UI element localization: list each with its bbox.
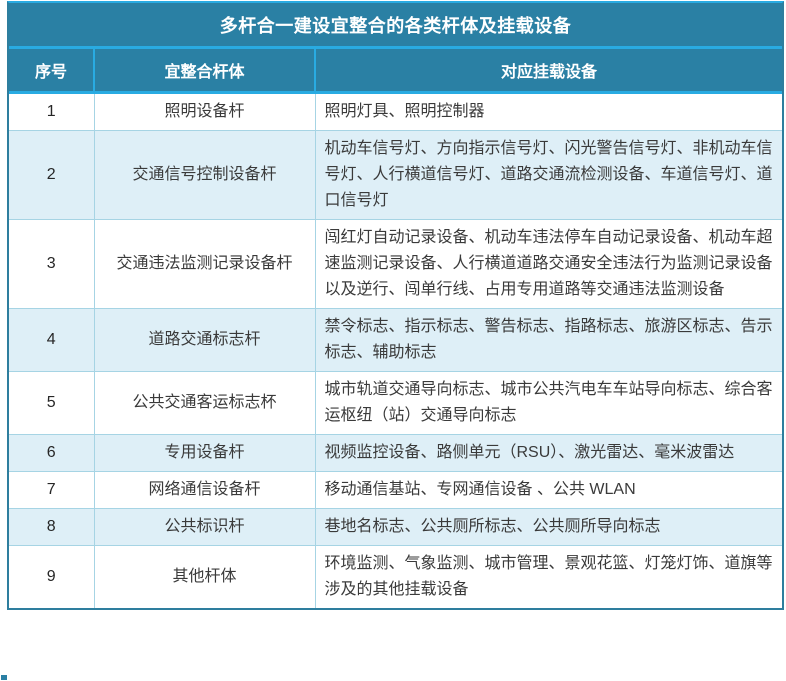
header-cell-pole: 宜整合杆体	[93, 49, 315, 94]
mounted-devices-cell: 照明灯具、照明控制器	[314, 92, 782, 131]
pole-type-cell: 公共标识杆	[93, 508, 315, 546]
mounted-devices-cell: 环境监测、气象监测、城市管理、景观花篮、灯笼灯饰、道旗等涉及的其他挂载设备	[314, 545, 782, 608]
pole-type-cell: 道路交通标志杆	[93, 308, 315, 372]
pole-equipment-table: 序号 宜整合杆体 对应挂载设备 1 照明设备杆 照明灯具、照明控制器 2 交通信号控制设…	[9, 49, 782, 608]
table-row: 8 公共标识杆 巷地名标志、公共厕所标志、公共厕所导向标志	[9, 508, 782, 546]
mounted-devices-cell: 巷地名标志、公共厕所标志、公共厕所导向标志	[314, 508, 782, 546]
table-row: 2 交通信号控制设备杆 机动车信号灯、方向指示信号灯、闪光警告信号灯、非机动车信号灯…	[9, 130, 782, 220]
integration-table: 多杆合一建设宜整合的各类杆体及挂载设备 序号 宜整合杆体 对应挂载设备 1 照明设…	[7, 1, 784, 610]
row-number-cell: 2	[9, 130, 94, 220]
table-row: 5 公共交通客运标志杯 城市轨道交通导向标志、城市公共汽电车车站导向标志、综合客运枢…	[9, 371, 782, 435]
mounted-devices-cell: 移动通信基站、专网通信设备 、公共 WLAN	[314, 471, 782, 509]
pole-type-cell: 公共交通客运标志杯	[93, 371, 315, 435]
row-number-cell: 1	[9, 92, 94, 131]
pole-type-cell: 其他杆体	[93, 545, 315, 608]
pole-type-cell: 网络通信设备杆	[93, 471, 315, 509]
mounted-devices-cell: 闯红灯自动记录设备、机动车违法停车自动记录设备、机动车超速监测记录设备、人行横道…	[314, 219, 782, 309]
mounted-devices-cell: 城市轨道交通导向标志、城市公共汽电车车站导向标志、综合客运枢纽（站）交通导向标志	[314, 371, 782, 435]
pole-type-cell: 交通信号控制设备杆	[93, 130, 315, 220]
row-number-cell: 9	[46, 568, 56, 585]
mounted-devices-cell: 机动车信号灯、方向指示信号灯、闪光警告信号灯、非机动车信号灯、人行横道信号灯、道…	[314, 130, 782, 220]
table-row: 3 交通违法监测记录设备杆 闯红灯自动记录设备、机动车违法停车自动记录设备、机动车超…	[9, 219, 782, 309]
table-body: 1 照明设备杆 照明灯具、照明控制器 2 交通信号控制设备杆 机动车信号灯、方向指示信号灯…	[9, 92, 782, 608]
mounted-devices-cell: 禁令标志、指示标志、警告标志、指路标志、旅游区标志、告示标志、辅助标志	[314, 308, 782, 372]
header-row: 序号 宜整合杆体 对应挂载设备	[9, 49, 782, 94]
row-number-cell: 6	[9, 434, 94, 472]
table-row: 6 专用设备杆 视频监控设备、路侧单元（RSU）、激光雷达、毫米波雷达	[9, 434, 782, 472]
header-cell-devices: 对应挂载设备	[314, 49, 782, 94]
table-row: 4 道路交通标志杆 禁令标志、指示标志、警告标志、指路标志、旅游区标志、告示标志、辅…	[9, 308, 782, 372]
table-header: 序号 宜整合杆体 对应挂载设备	[9, 49, 782, 94]
pole-type-cell: 照明设备杆	[93, 92, 315, 131]
pole-type-cell: 专用设备杆	[93, 434, 315, 472]
table-row: 1 照明设备杆 照明灯具、照明控制器	[9, 92, 782, 131]
mounted-devices-cell: 视频监控设备、路侧单元（RSU）、激光雷达、毫米波雷达	[314, 434, 782, 472]
row-number-cell: 7	[9, 471, 94, 509]
row-number-cell: 4	[9, 308, 94, 372]
table-row: 7 网络通信设备杆 移动通信基站、专网通信设备 、公共 WLAN	[9, 471, 782, 509]
table-title: 多杆合一建设宜整合的各类杆体及挂载设备	[9, 3, 782, 49]
row-number-cell: 3	[9, 219, 94, 309]
row-number-cell: 8	[9, 508, 94, 546]
table-row: 9 其他杆体 环境监测、气象监测、城市管理、景观花篮、灯笼灯饰、道旗等涉及的其他挂载…	[9, 545, 782, 608]
row-number-cell: 5	[9, 371, 94, 435]
header-cell-no: 序号	[9, 49, 94, 94]
corner-artifact-mark	[1, 675, 7, 680]
pole-type-cell: 交通违法监测记录设备杆	[93, 219, 315, 309]
